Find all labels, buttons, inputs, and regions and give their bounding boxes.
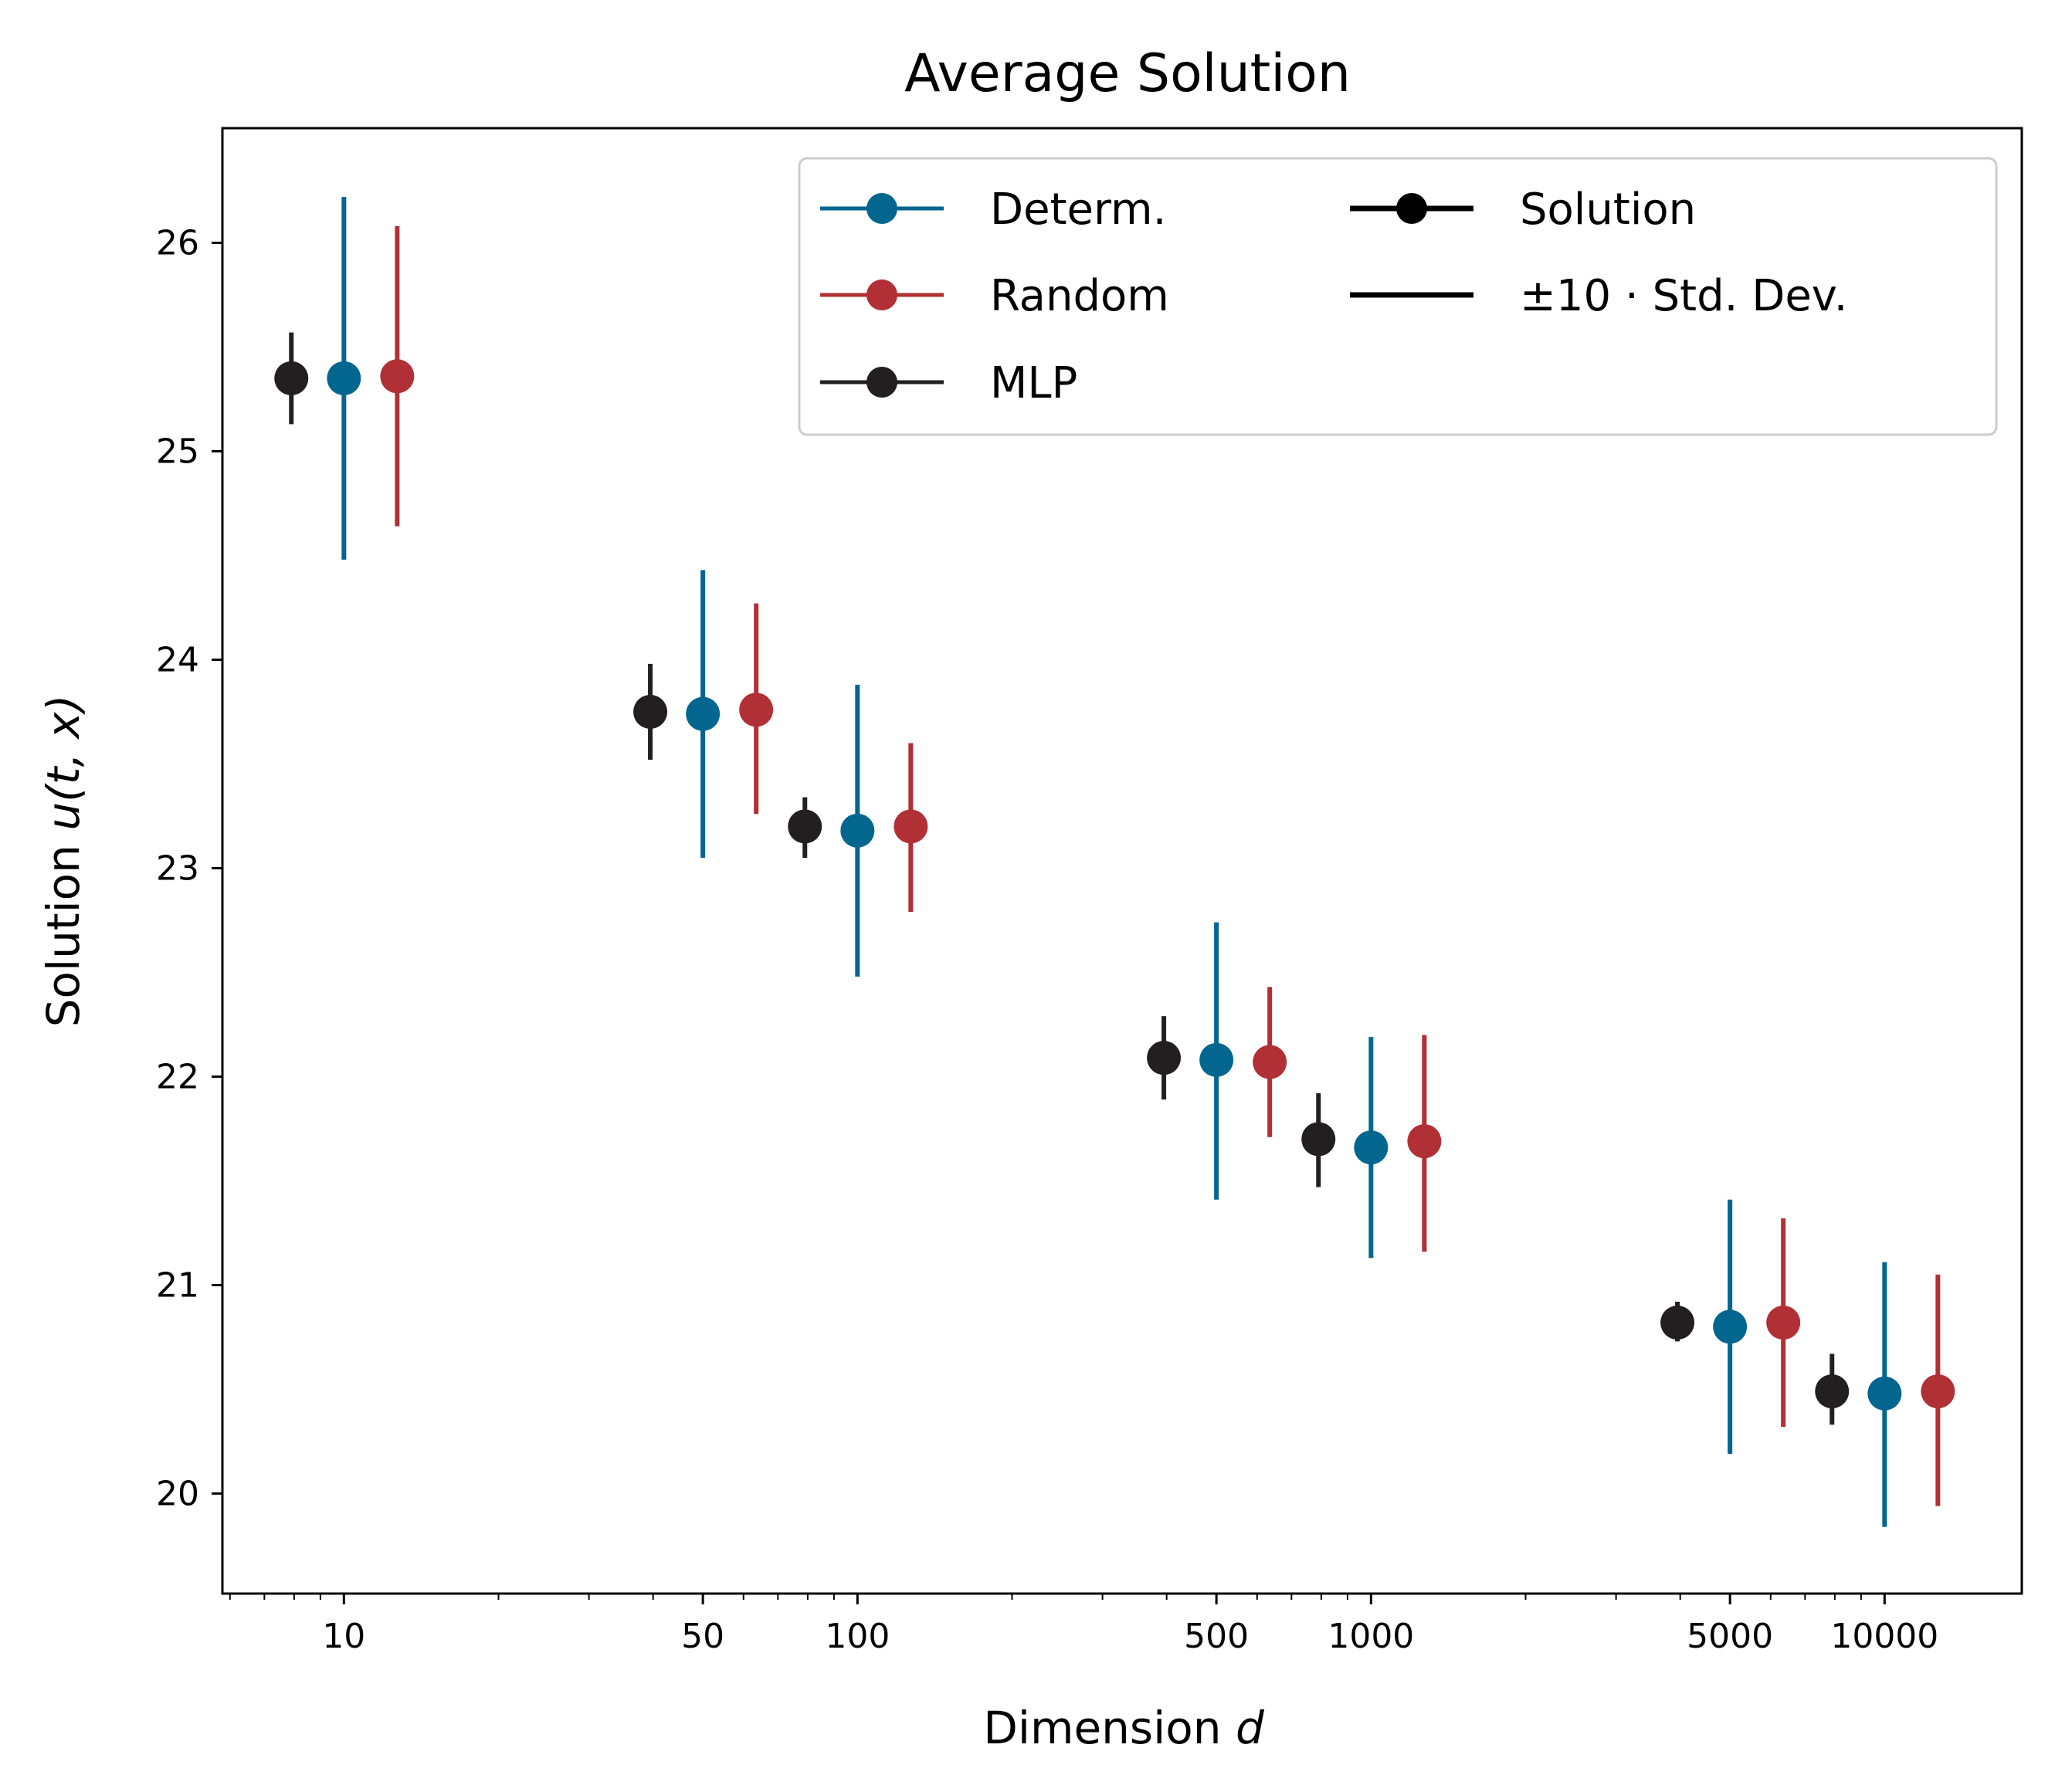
data-point-random <box>1253 1045 1287 1079</box>
y-axis-label: Solution u(t, x) <box>37 695 90 1028</box>
data-point-mlp <box>1301 1122 1336 1157</box>
plot-area <box>221 127 2023 1595</box>
data-point-mlp <box>1660 1306 1695 1340</box>
data-point-mlp <box>1815 1374 1850 1409</box>
y-tick-label: 24 <box>156 640 199 679</box>
x-tick-label: 10 <box>322 1617 365 1656</box>
x-tick-label: 1000 <box>1328 1617 1414 1656</box>
legend-item-determ: Determ. <box>820 185 1166 235</box>
y-axis-label-text: Solution <box>37 845 90 1027</box>
data-point-determ <box>1713 1309 1748 1344</box>
y-tick-label: 21 <box>156 1265 199 1305</box>
legend-label-solution: Solution <box>1520 185 1696 235</box>
data-point-determ <box>1867 1376 1902 1411</box>
legend-marker-determ <box>866 193 897 224</box>
x-axis-label: Dimension d <box>983 1702 1265 1754</box>
data-point-mlp <box>1147 1041 1182 1076</box>
y-tick-label: 20 <box>156 1474 199 1513</box>
x-axis: 10 50 100 500 1000 5000 10000 <box>229 1594 1938 1656</box>
data-point-random <box>739 693 774 727</box>
legend-marker-solution <box>1396 193 1427 224</box>
y-tick-label: 26 <box>156 223 199 263</box>
data-point-random <box>1921 1374 1955 1409</box>
x-axis-label-text: Dimension <box>983 1702 1221 1754</box>
data-point-mlp <box>633 694 668 729</box>
plot-frame <box>221 127 2023 1595</box>
legend-item-solution: Solution <box>1350 185 1696 235</box>
data-point-random <box>380 359 415 394</box>
y-tick-label: 23 <box>156 849 199 888</box>
y-axis-label-var: u(t, x) <box>37 695 90 831</box>
data-point-random <box>1407 1124 1442 1159</box>
x-tick-label: 100 <box>825 1617 890 1656</box>
legend-label-std-dev: ±10 · Std. Dev. <box>1520 271 1847 321</box>
data-point-determ <box>327 361 361 395</box>
data-points <box>274 359 1955 1411</box>
y-tick-label: 25 <box>156 432 199 471</box>
chart-title: Average Solution <box>904 43 1351 104</box>
y-axis: 20 21 22 23 24 25 26 <box>156 223 222 1513</box>
legend-label-mlp: MLP <box>990 358 1077 408</box>
x-tick-label: 10000 <box>1830 1617 1938 1656</box>
x-axis-label-var: d <box>1236 1702 1265 1754</box>
x-tick-label: 500 <box>1184 1617 1249 1656</box>
data-point-random <box>1766 1306 1801 1340</box>
legend-marker-random <box>866 279 897 310</box>
legend-item-std-dev: ±10 · Std. Dev. <box>1350 271 1847 321</box>
x-tick-label: 50 <box>681 1617 724 1656</box>
legend-item-mlp: MLP <box>820 358 1077 408</box>
y-tick-label: 22 <box>156 1057 199 1096</box>
legend-label-random: Random <box>990 271 1169 321</box>
data-point-determ <box>686 696 721 731</box>
legend-label-determ: Determ. <box>990 185 1166 235</box>
x-tick-label: 5000 <box>1687 1617 1773 1656</box>
legend: Determ. Random MLP Solution ±10 · Std. D… <box>798 157 1998 436</box>
data-point-mlp <box>788 809 822 844</box>
legend-marker-mlp <box>866 367 897 398</box>
legend-item-random: Random <box>820 271 1169 321</box>
data-point-determ <box>840 813 875 848</box>
data-point-mlp <box>274 361 309 395</box>
data-point-random <box>894 809 928 844</box>
data-point-determ <box>1354 1130 1389 1165</box>
data-point-determ <box>1199 1042 1234 1077</box>
